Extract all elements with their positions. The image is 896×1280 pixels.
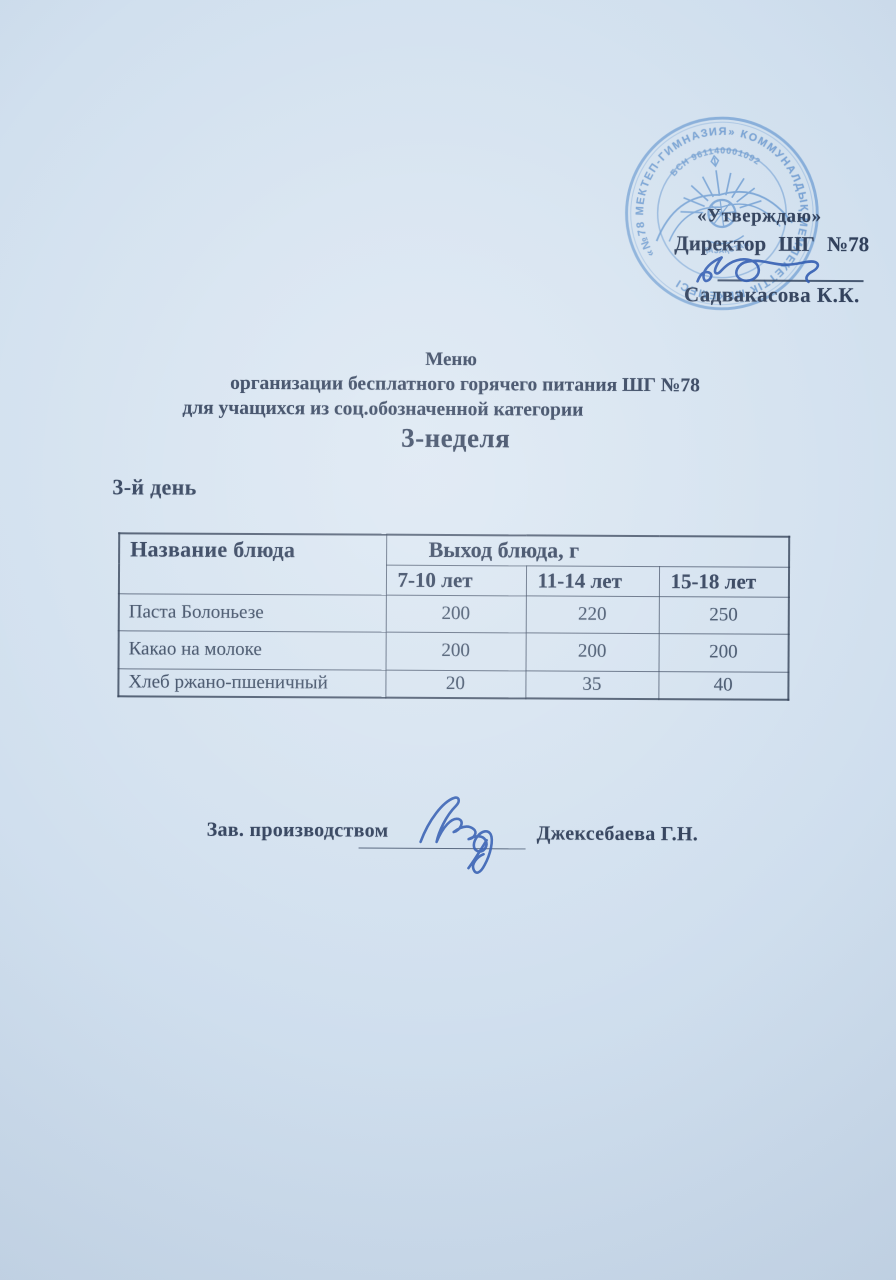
portion-value-cell: 20 [385,669,526,699]
portion-value-cell: 250 [658,596,789,634]
portion-value-cell: 200 [658,633,789,672]
age-column-header: 15-18 лет [658,566,790,597]
official-stamp: «№78 МЕКТЕП-ГИМНАЗИЯ» КОММУНАЛДЫҚ МЕМЛЕК… [623,115,821,313]
dish-column-header: Название блюда [118,533,387,595]
portion-value-cell: 40 [658,671,789,700]
manager-signature [419,796,494,874]
director-signature [696,256,820,284]
portion-value-cell: 220 [525,595,659,634]
day-heading: 3-й день [112,474,197,500]
kazakh-emblem: ҚАЗАҚСТАН [655,154,793,258]
portion-value-cell: 200 [385,594,526,633]
age-column-header: 7-10 лет [385,564,527,596]
approval-quote: «Утверждаю» [697,205,822,227]
age-column-header: 11-14 лет [525,565,660,597]
menu-table: Название блюда Выход блюда, г 7-10 лет 1… [117,532,791,701]
portion-group-header: Выход блюда, г [386,534,790,567]
director-signature-line [696,241,864,284]
dish-name-cell: Паста Болоньезе [118,593,386,632]
dish-name-cell: Какао на молоке [118,630,386,670]
menu-subtitle-2: для учащихся из соц.обозначенной категор… [182,397,584,421]
portion-value-cell: 200 [385,631,526,671]
table-row: Хлеб ржано-пшеничный 20 35 40 [118,668,789,700]
portion-value-cell: 200 [525,632,659,672]
director-name: Садвакасова К.К. [684,282,860,308]
table-row: Паста Болоньезе 200 220 250 [118,593,789,634]
manager-name: Джексебаева Г.Н. [536,822,699,846]
menu-title: Меню [425,348,477,371]
week-heading: 3-неделя [401,422,511,454]
dish-name-cell: Хлеб ржано-пшеничный [118,668,386,698]
table-row: Какао на молоке 200 200 200 [118,630,789,672]
portion-value-cell: 35 [525,670,659,700]
menu-subtitle-1: организации бесплатного горячего питания… [230,372,700,397]
